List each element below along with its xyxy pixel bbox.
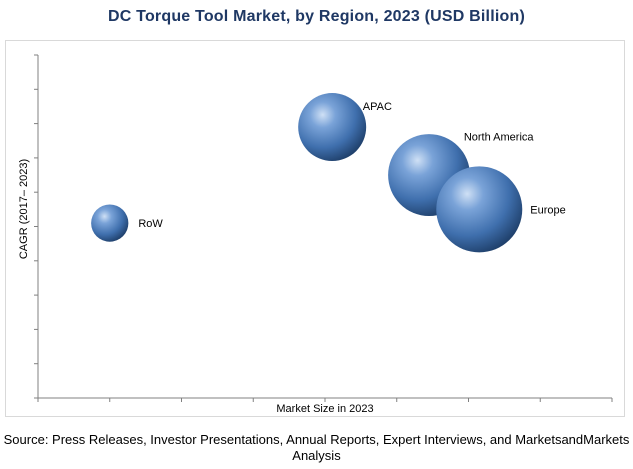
bubble-label: RoW — [138, 218, 163, 230]
y-axis-label: CAGR (2017– 2023) — [18, 159, 30, 259]
x-axis-ticks — [37, 398, 613, 402]
bubble-label: North America — [464, 131, 535, 143]
x-axis-label: Market Size in 2023 — [276, 403, 373, 415]
chart-title: DC Torque Tool Market, by Region, 2023 (… — [108, 8, 525, 25]
bubble-series: RoW APAC North America Europe — [91, 93, 566, 253]
source-note: Source: Press Releases, Investor Present… — [3, 432, 630, 463]
bubble-row — [91, 204, 129, 242]
bubble-europe — [436, 166, 523, 253]
bubble-label: Europe — [530, 204, 565, 216]
bubble-apac — [298, 93, 367, 162]
plot-area-frame — [5, 40, 625, 417]
axes — [34, 54, 613, 402]
bubble-label: APAC — [363, 101, 392, 113]
y-axis-ticks — [34, 54, 38, 399]
